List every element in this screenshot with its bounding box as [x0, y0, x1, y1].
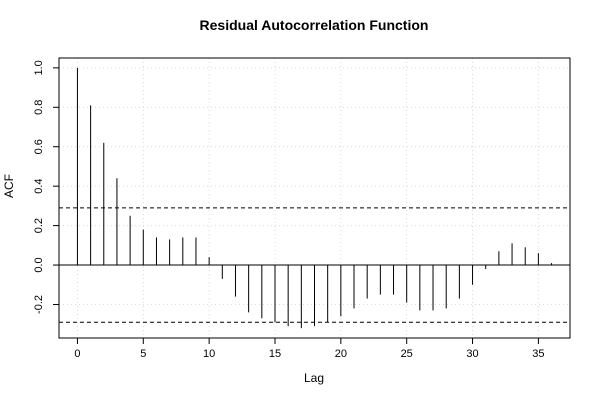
- y-axis: -0.2 0.0 0.2 0.4 0.6 0.8 1.0: [33, 60, 59, 314]
- y-tick-label: -0.2: [33, 295, 45, 314]
- y-tick-label: 0.2: [33, 218, 45, 233]
- y-tick-label: 0.6: [33, 139, 45, 154]
- x-tick-label: 5: [140, 348, 146, 360]
- x-tick-label: 0: [74, 348, 80, 360]
- y-tick-label: 0.0: [33, 257, 45, 272]
- x-tick-label: 10: [203, 348, 215, 360]
- x-tick-label: 35: [532, 348, 544, 360]
- x-tick-label: 20: [335, 348, 347, 360]
- plot-frame: [58, 57, 571, 339]
- x-tick-label: 15: [269, 348, 281, 360]
- x-axis: 0 5 10 15 20 25 30 35: [74, 338, 545, 360]
- x-tick-label: 25: [401, 348, 413, 360]
- x-tick-label: 30: [466, 348, 478, 360]
- confidence-bands: [59, 207, 570, 323]
- y-tick-label: 0.8: [33, 100, 45, 115]
- chart-title: Residual Autocorrelation Function: [200, 17, 429, 33]
- y-tick-label: 0.4: [33, 179, 45, 194]
- x-axis-label: Lag: [304, 371, 324, 385]
- acf-bars: [76, 67, 553, 329]
- y-axis-label: ACF: [2, 174, 16, 198]
- y-tick-label: 1.0: [33, 60, 45, 75]
